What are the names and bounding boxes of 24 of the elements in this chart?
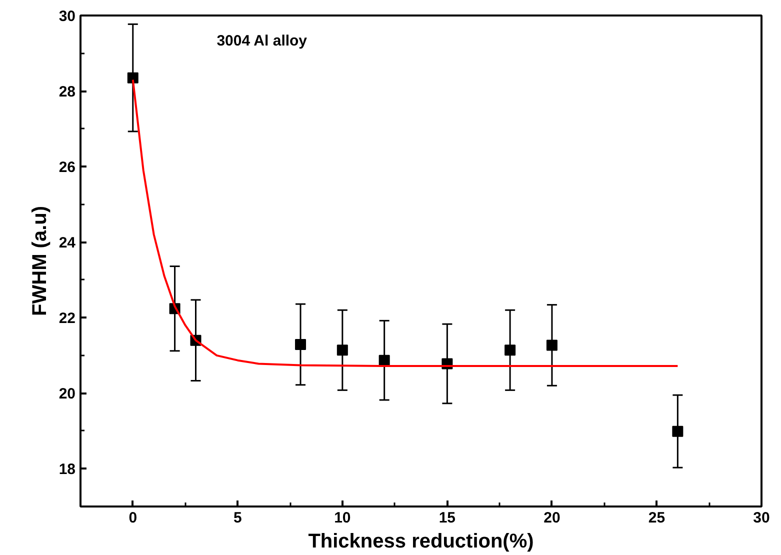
x-tick-label: 30	[753, 510, 770, 526]
x-tick-label: 5	[233, 510, 242, 526]
x-tick-label: 10	[334, 510, 351, 526]
x-tick-label: 0	[128, 510, 138, 526]
point	[546, 340, 558, 351]
point	[127, 72, 138, 84]
y-tick-label: 20	[58, 386, 76, 403]
point	[672, 426, 684, 437]
annotation: 3004 Al alloy	[216, 32, 308, 50]
y-tick-label: 30	[58, 8, 76, 25]
x-tick-label: 20	[544, 510, 560, 526]
point	[336, 344, 348, 356]
y-tick-label: 26	[58, 159, 76, 176]
y-tick-label: 22	[58, 310, 76, 328]
y-tick-label: 24	[58, 234, 76, 252]
y-tick-label: 18	[58, 461, 76, 478]
y-axis-title: FWHM (a.u)	[28, 206, 51, 316]
point	[295, 338, 306, 350]
x-axis-title: Thickness reduction(%)	[308, 530, 534, 552]
x-tick-label: 15	[438, 510, 456, 526]
y-tick-label: 28	[58, 84, 76, 101]
point	[378, 354, 390, 366]
point	[504, 344, 516, 356]
x-tick-label: 25	[648, 510, 666, 526]
